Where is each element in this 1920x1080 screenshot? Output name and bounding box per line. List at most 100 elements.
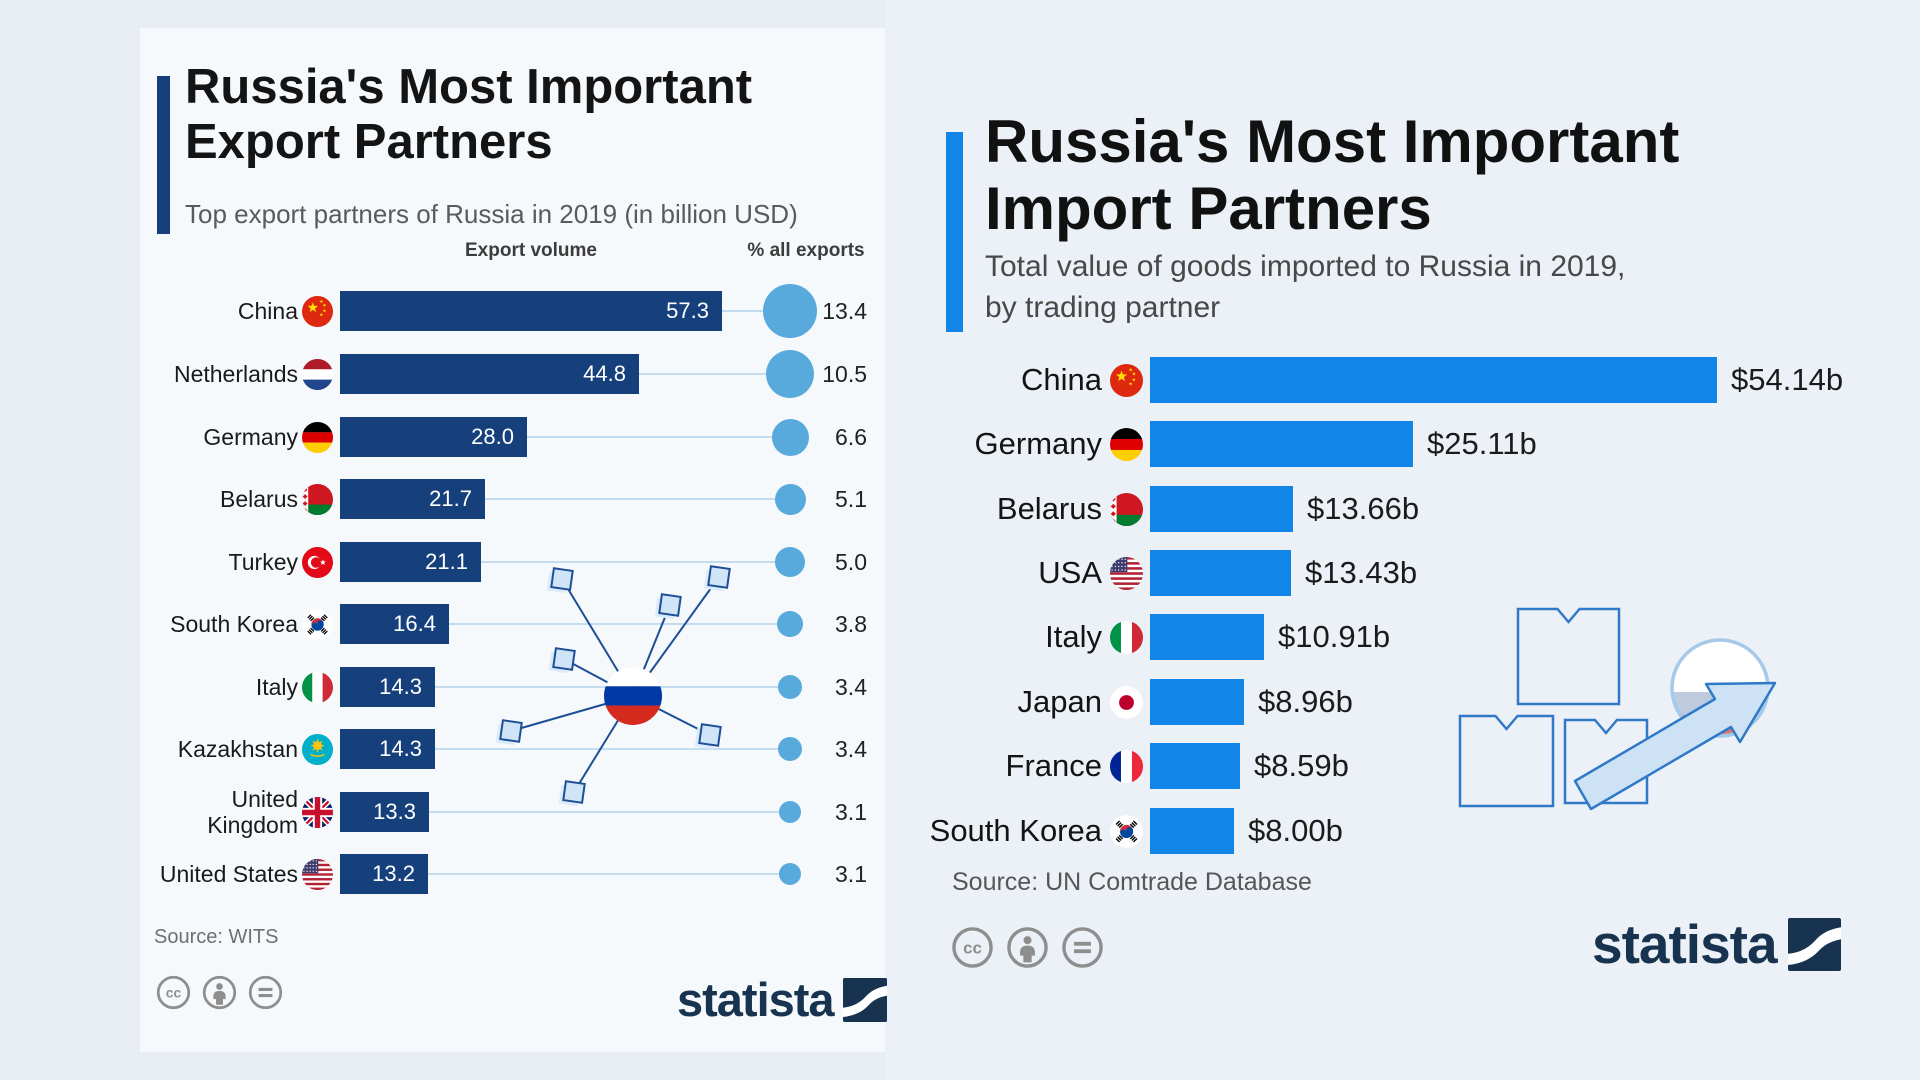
- export-title-line2: Export Partners: [185, 115, 553, 169]
- export-bar: 57.3: [340, 291, 722, 331]
- country-label: Germany: [974, 426, 1102, 461]
- svg-text:cc: cc: [166, 985, 182, 1001]
- statista-logo: statista: [1592, 912, 1841, 976]
- share-value: 3.4: [835, 674, 867, 700]
- cc-icon: cc: [155, 974, 192, 1011]
- export-bar: 16.4: [340, 604, 449, 644]
- import-value: $10.91b: [1278, 619, 1391, 654]
- import-bar: [1150, 357, 1717, 403]
- flag-south-korea-icon: [302, 608, 333, 640]
- export-bar: 28.0: [340, 417, 527, 457]
- export-bar: 13.3: [340, 792, 429, 832]
- export-bar: 44.8: [340, 354, 639, 394]
- bar-bubble-connector: [722, 310, 790, 312]
- import-value: $8.59b: [1254, 748, 1349, 783]
- share-value: 6.6: [835, 424, 867, 450]
- no-derivatives-icon: [1060, 925, 1105, 970]
- share-value: 3.4: [835, 736, 867, 762]
- share-value: 3.1: [835, 861, 867, 887]
- share-column-header: % all exports: [747, 240, 865, 261]
- import-bar: [1150, 486, 1293, 532]
- share-value: 5.1: [835, 486, 867, 512]
- package-boxes-icon: [1458, 607, 1649, 808]
- import-value: $54.14b: [1731, 362, 1844, 397]
- statista-wordmark: statista: [1592, 913, 1778, 975]
- share-bubble: [778, 737, 802, 761]
- export-title-line1: Russia's Most Important: [185, 60, 753, 114]
- share-bubble: [775, 547, 805, 577]
- import-chart-subtitle: Total value of goods imported to Russia …: [985, 246, 1625, 328]
- export-panel-background: [140, 28, 885, 1052]
- country-label: South Korea: [170, 611, 298, 637]
- import-panel-background: [885, 0, 1920, 1080]
- country-label: Turkey: [228, 549, 298, 575]
- attribution-icon: [201, 974, 238, 1011]
- export-bar: 14.3: [340, 667, 435, 707]
- cc-icon: cc: [950, 925, 995, 970]
- import-bar: [1150, 421, 1413, 467]
- export-volume-column-header: Export volume: [465, 240, 597, 261]
- export-bar: 21.1: [340, 542, 481, 582]
- bar-bubble-connector: [429, 811, 790, 813]
- flag-germany-icon: [302, 421, 333, 453]
- import-subtitle-line1: Total value of goods imported to Russia …: [985, 250, 1626, 283]
- country-label: South Korea: [929, 813, 1102, 848]
- bar-bubble-connector: [485, 498, 790, 500]
- statista-wordmark: statista: [677, 973, 835, 1026]
- country-label: Italy: [1045, 619, 1102, 654]
- flag-japan-icon: [1110, 685, 1143, 719]
- creative-commons-license-icons: cc: [155, 974, 284, 1011]
- import-value: $8.96b: [1258, 684, 1353, 719]
- country-label: Japan: [1017, 684, 1102, 719]
- import-value: $13.43b: [1305, 555, 1418, 590]
- share-bubble: [763, 284, 817, 338]
- svg-text:cc: cc: [963, 939, 982, 958]
- flag-italy-icon: [1110, 620, 1143, 654]
- flag-china-icon: [1110, 363, 1143, 397]
- country-label: Belarus: [996, 491, 1102, 526]
- country-label: China: [237, 298, 298, 324]
- import-source: Source: UN Comtrade Database: [952, 868, 1312, 896]
- import-bar: [1150, 743, 1240, 789]
- bar-bubble-connector: [527, 436, 790, 438]
- export-bar: 13.2: [340, 854, 428, 894]
- flag-kazakhstan-icon: [302, 733, 333, 765]
- export-source: Source: WITS: [154, 926, 279, 948]
- import-value: $25.11b: [1427, 426, 1537, 461]
- import-bar: [1150, 550, 1291, 596]
- import-value: $8.00b: [1248, 813, 1343, 848]
- no-derivatives-icon: [247, 974, 284, 1011]
- flag-germany-icon: [1110, 427, 1143, 461]
- country-label: Germany: [203, 424, 298, 450]
- share-value: 3.1: [835, 799, 867, 825]
- import-bar: [1150, 614, 1264, 660]
- share-value: 5.0: [835, 549, 867, 575]
- statista-mark-icon: [1787, 917, 1841, 971]
- share-bubble: [771, 418, 809, 456]
- country-label: Netherlands: [173, 361, 298, 387]
- country-label: Belarus: [220, 486, 298, 512]
- share-value: 10.5: [822, 361, 867, 387]
- import-arrow-icon: [1573, 681, 1777, 811]
- share-value: 13.4: [822, 298, 867, 324]
- attribution-icon: [1005, 925, 1050, 970]
- import-title-line2: Import Partners: [985, 175, 1432, 242]
- share-bubble: [777, 611, 803, 637]
- flag-belarus-icon: [1110, 492, 1143, 526]
- export-bar: 14.3: [340, 729, 435, 769]
- share-bubble: [766, 350, 814, 398]
- export-chart-subtitle: Top export partners of Russia in 2019 (i…: [185, 199, 798, 229]
- flag-belarus-icon: [302, 483, 333, 515]
- import-title-line1: Russia's Most Important: [985, 108, 1680, 175]
- share-value: 3.8: [835, 611, 867, 637]
- import-subtitle-line2: by trading partner: [985, 291, 1221, 324]
- flag-united-kingdom-icon: [302, 796, 333, 828]
- import-value: $13.66b: [1307, 491, 1420, 526]
- country-label: Kazakhstan: [177, 736, 298, 762]
- bar-bubble-connector: [639, 373, 790, 375]
- flag-russia-icon: [604, 667, 662, 725]
- flag-south-korea-icon: [1110, 814, 1143, 848]
- flag-netherlands-icon: [302, 358, 333, 390]
- flag-turkey-icon: [302, 546, 333, 578]
